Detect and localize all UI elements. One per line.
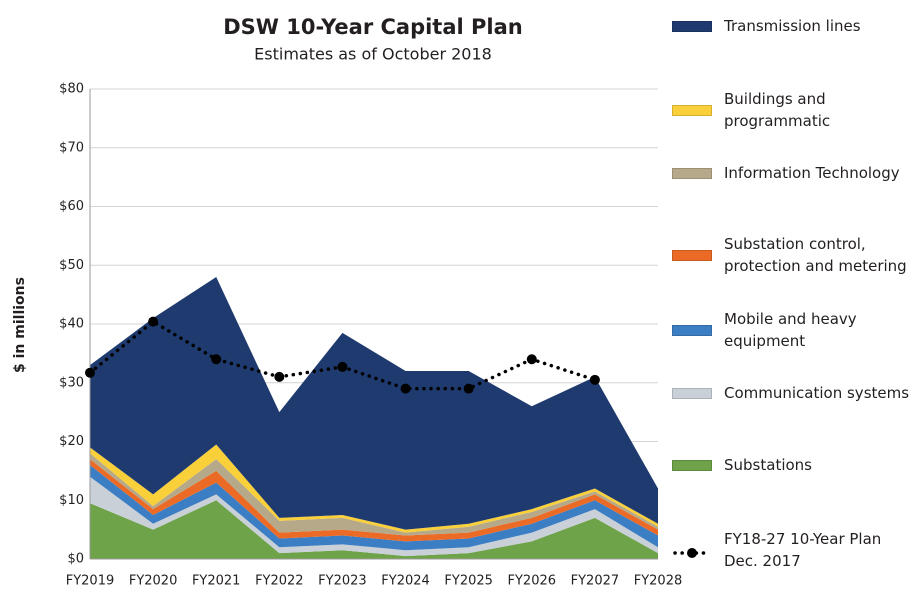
x-tick-label: FY2024 <box>381 574 430 589</box>
area <box>90 476 658 557</box>
area <box>90 465 658 551</box>
x-tick-label: FY2026 <box>508 574 557 589</box>
area <box>90 277 658 530</box>
legend-label: Information Technology <box>724 164 900 182</box>
line-point <box>211 354 222 365</box>
area <box>90 500 658 559</box>
x-tick-label: FY2023 <box>318 574 367 589</box>
chart-subtitle: Estimates as of October 2018 <box>254 45 492 64</box>
legend-swatch <box>672 324 712 336</box>
line-point <box>589 374 600 385</box>
legend-item: Substation control, protection and meter… <box>672 233 912 277</box>
y-tick-label: $10 <box>59 493 84 508</box>
y-axis-label: $ in millions <box>12 277 28 373</box>
chart-title: DSW 10-Year Capital Plan <box>223 15 523 39</box>
legend-item: Communication systems <box>672 382 912 404</box>
x-tick-label: FY2019 <box>66 574 115 589</box>
legend: Transmission lines Buildings and programm… <box>672 0 912 589</box>
line-point <box>148 316 159 327</box>
legend-label: Transmission lines <box>724 17 861 35</box>
legend-item: Transmission lines <box>672 15 912 37</box>
line-point <box>526 354 537 365</box>
y-tick-label: $80 <box>59 82 84 97</box>
y-tick-label: $40 <box>59 317 84 332</box>
legend-swatch <box>672 104 712 116</box>
legend-item: Substations <box>672 454 912 476</box>
x-tick-label: FY2020 <box>129 574 178 589</box>
legend-swatch <box>672 167 712 179</box>
line-point <box>400 383 411 394</box>
legend-swatch <box>672 544 712 558</box>
y-tick-label: $50 <box>59 258 84 273</box>
legend-item: Buildings and programmatic <box>672 88 912 132</box>
line-point <box>337 361 348 372</box>
legend-label: Mobile and heavy equipment <box>724 310 857 350</box>
x-tick-label: FY2022 <box>255 574 304 589</box>
y-tick-label: $30 <box>59 375 84 390</box>
legend-item: FY18-27 10-Year Plan Dec. 2017 <box>672 528 912 572</box>
legend-item: Information Technology <box>672 162 912 184</box>
legend-line <box>673 548 711 558</box>
line-point <box>85 367 95 378</box>
area <box>90 444 658 533</box>
legend-label: Substation control, protection and meter… <box>724 235 907 275</box>
legend-swatch <box>672 459 712 471</box>
line-point <box>463 383 474 394</box>
y-tick-label: $20 <box>59 434 84 449</box>
line-point <box>274 371 285 382</box>
legend-label: Substations <box>724 456 812 474</box>
y-tick-label: $0 <box>67 552 84 567</box>
legend-label: Buildings and programmatic <box>724 90 831 130</box>
y-tick-label: $70 <box>59 140 84 155</box>
x-tick-label: FY2028 <box>634 574 683 589</box>
x-tick-label: FY2021 <box>192 574 241 589</box>
legend-swatch <box>672 387 712 399</box>
legend-swatch <box>672 20 712 32</box>
x-tick-label: FY2025 <box>444 574 493 589</box>
legend-item: Mobile and heavy equipment <box>672 308 912 352</box>
legend-label: FY18-27 10-Year Plan Dec. 2017 <box>724 530 882 570</box>
legend-label: Communication systems <box>724 384 910 402</box>
legend-swatch <box>672 249 712 261</box>
x-tick-label: FY2027 <box>571 574 620 589</box>
y-tick-label: $60 <box>59 199 84 214</box>
